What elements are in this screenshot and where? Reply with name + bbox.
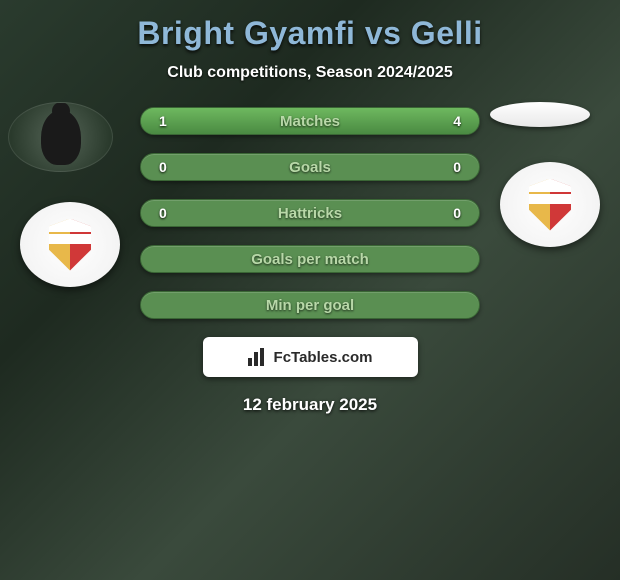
branding-text: FcTables.com	[274, 349, 373, 366]
stat-label: Matches	[280, 113, 340, 130]
stat-value-right: 0	[453, 205, 461, 221]
stat-value-left: 1	[159, 113, 167, 129]
bar-chart-icon	[248, 348, 268, 366]
subtitle: Club competitions, Season 2024/2025	[0, 64, 620, 82]
stat-label: Min per goal	[266, 297, 354, 314]
stat-row-goals: 0 Goals 0	[140, 153, 480, 181]
vs-text: vs	[365, 15, 402, 51]
player2-photo-placeholder	[490, 102, 590, 127]
stat-row-goals-per-match: Goals per match	[140, 245, 480, 273]
player1-club-badge	[20, 202, 120, 287]
club-shield-icon	[49, 219, 91, 271]
stat-label: Goals	[289, 159, 331, 176]
stat-value-right: 0	[453, 159, 461, 175]
player1-photo	[8, 102, 113, 172]
player2-club-badge	[500, 162, 600, 247]
comparison-card: Bright Gyamfi vs Gelli Club competitions…	[0, 0, 620, 430]
comparison-title: Bright Gyamfi vs Gelli	[0, 15, 620, 52]
stat-fill-left	[141, 108, 209, 134]
player2-name: Gelli	[411, 15, 483, 51]
stat-row-matches: 1 Matches 4	[140, 107, 480, 135]
stat-fill-right	[209, 108, 479, 134]
stat-rows-container: 1 Matches 4 0 Goals 0 0 Hattricks 0	[140, 107, 480, 319]
stat-value-left: 0	[159, 159, 167, 175]
stat-label: Hattricks	[278, 205, 342, 222]
branding-badge: FcTables.com	[203, 337, 418, 377]
stat-value-left: 0	[159, 205, 167, 221]
stat-value-right: 4	[453, 113, 461, 129]
stats-area: 1 Matches 4 0 Goals 0 0 Hattricks 0	[0, 107, 620, 415]
stat-row-min-per-goal: Min per goal	[140, 291, 480, 319]
stat-row-hattricks: 0 Hattricks 0	[140, 199, 480, 227]
date-text: 12 february 2025	[0, 395, 620, 415]
club-shield-icon	[529, 179, 571, 231]
player1-name: Bright Gyamfi	[137, 15, 355, 51]
player-silhouette-icon	[41, 110, 81, 165]
stat-label: Goals per match	[251, 251, 369, 268]
